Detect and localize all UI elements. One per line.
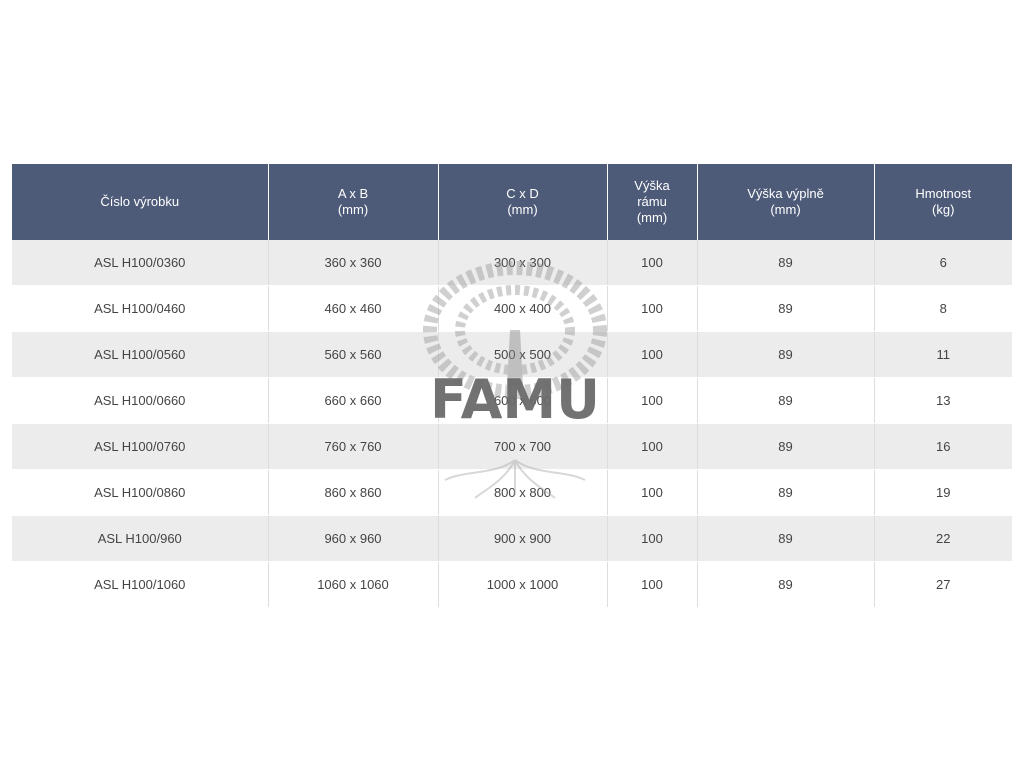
table-cell: 960 x 960: [268, 515, 439, 562]
table-cell: ASL H100/960: [12, 515, 269, 562]
table-cell: 89: [697, 423, 875, 470]
table-cell: 100: [607, 240, 698, 286]
table-cell: 16: [874, 423, 1012, 470]
header-cell: Číslo výrobku: [12, 164, 269, 240]
table-cell: 89: [697, 469, 875, 516]
table-cell: ASL H100/0760: [12, 423, 269, 470]
table-cell: 89: [697, 561, 875, 608]
table-row: ASL H100/0760 760 x 760 700 x 700 100 89 16: [12, 423, 1012, 470]
table-cell: 89: [697, 515, 875, 562]
table-cell: 1000 x 1000: [438, 561, 608, 608]
header-text: (mm): [337, 202, 369, 217]
table-cell: 560 x 560: [268, 331, 439, 378]
header-cell: Výška rámu (mm): [607, 164, 698, 240]
table-cell: 100: [607, 469, 698, 516]
header-cell: Hmotnost (kg): [874, 164, 1012, 240]
table-cell: 8: [874, 285, 1012, 332]
table-cell: ASL H100/0560: [12, 331, 269, 378]
table-cell: 400 x 400: [438, 285, 608, 332]
table-header: Číslo výrobku A x B (mm) C x D (mm) Výška rámu…: [12, 164, 1012, 240]
table-cell: ASL H100/0360: [12, 240, 269, 286]
table-cell: 6: [874, 240, 1012, 286]
table-cell: 760 x 760: [268, 423, 439, 470]
table-cell: ASL H100/0460: [12, 285, 269, 332]
header-cell: Výška výplně (mm): [697, 164, 875, 240]
header-text: (mm): [636, 210, 668, 225]
table-row: ASL H100/960 960 x 960 900 x 900 100 89 22: [12, 515, 1012, 562]
table-cell: 100: [607, 423, 698, 470]
product-table: Číslo výrobku A x B (mm) C x D (mm) Výška rámu…: [12, 164, 1012, 608]
table-cell: 100: [607, 377, 698, 424]
table-cell: 460 x 460: [268, 285, 439, 332]
table-cell: ASL H100/0860: [12, 469, 269, 516]
table-row: ASL H100/0660 660 x 660 600 x 600 100 89 13: [12, 377, 1012, 424]
table-cell: 89: [697, 331, 875, 378]
table-cell: 89: [697, 240, 875, 286]
header-text: (mm): [770, 202, 801, 217]
table-row: ASL H100/0860 860 x 860 800 x 800 100 89 19: [12, 469, 1012, 516]
header-text: Výška: [634, 178, 670, 193]
table-cell: 300 x 300: [438, 240, 608, 286]
table-cell: 100: [607, 331, 698, 378]
table-cell: 1060 x 1060: [268, 561, 439, 608]
header-text: (kg): [932, 202, 955, 217]
table-cell: 900 x 900: [438, 515, 608, 562]
table-cell: 600 x 600: [438, 377, 608, 424]
header-cell: A x B (mm): [268, 164, 439, 240]
table-cell: 11: [874, 331, 1012, 378]
table-row: ASL H100/0360 360 x 360 300 x 300 100 89 6: [12, 240, 1012, 286]
header-cell: C x D (mm): [438, 164, 608, 240]
table-cell: 800 x 800: [438, 469, 608, 516]
header-text: C x D: [506, 186, 539, 201]
header-text: Číslo výrobku: [100, 194, 180, 209]
table-cell: 100: [607, 285, 698, 332]
table-cell: 13: [874, 377, 1012, 424]
table-cell: 700 x 700: [438, 423, 608, 470]
table-body: ASL H100/0360 360 x 360 300 x 300 100 89 6 ASL…: [12, 240, 1012, 608]
table-cell: 100: [607, 515, 698, 562]
table-cell: 100: [607, 561, 698, 608]
table-row: ASL H100/1060 1060 x 1060 1000 x 1000 100 89…: [12, 561, 1012, 608]
table-row: ASL H100/0460 460 x 460 400 x 400 100 89 8: [12, 285, 1012, 332]
table-cell: 860 x 860: [268, 469, 439, 516]
table-cell: ASL H100/0660: [12, 377, 269, 424]
table-cell: 89: [697, 377, 875, 424]
table-cell: 660 x 660: [268, 377, 439, 424]
header-text: Výška výplně: [747, 186, 824, 201]
table-cell: ASL H100/1060: [12, 561, 269, 608]
table-cell: 27: [874, 561, 1012, 608]
table-container: Číslo výrobku A x B (mm) C x D (mm) Výška rámu…: [12, 164, 1012, 608]
table-row: ASL H100/0560 560 x 560 500 x 500 100 89 11: [12, 331, 1012, 378]
header-text: Hmotnost: [915, 186, 972, 201]
table-cell: 19: [874, 469, 1012, 516]
header-text: A x B: [337, 186, 369, 201]
header-row: Číslo výrobku A x B (mm) C x D (mm) Výška rámu…: [12, 164, 1012, 240]
header-text: (mm): [507, 202, 538, 217]
header-text: rámu: [637, 194, 667, 209]
table-cell: 500 x 500: [438, 331, 608, 378]
table-cell: 22: [874, 515, 1012, 562]
table-cell: 360 x 360: [268, 240, 439, 286]
table-cell: 89: [697, 285, 875, 332]
